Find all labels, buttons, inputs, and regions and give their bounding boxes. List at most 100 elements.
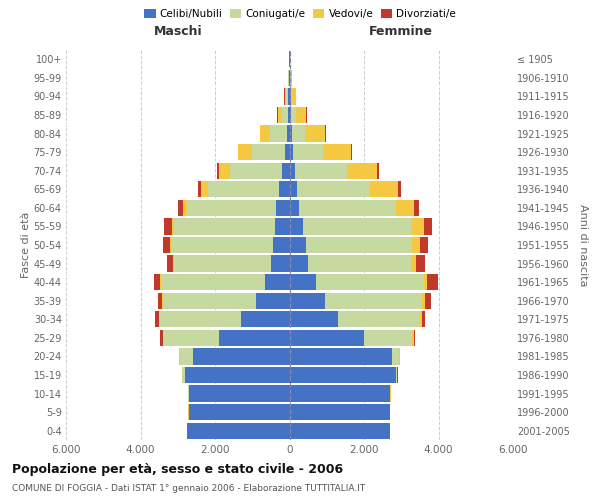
Bar	[292, 107, 296, 123]
Bar	[256, 292, 290, 309]
Bar	[293, 144, 323, 160]
Bar	[410, 218, 424, 234]
Bar	[188, 386, 189, 402]
Bar	[290, 107, 292, 123]
Y-axis label: Anni di nascita: Anni di nascita	[578, 204, 589, 286]
Bar	[174, 256, 271, 272]
Bar	[351, 144, 352, 160]
Bar	[201, 181, 208, 198]
Bar	[260, 126, 270, 142]
Bar	[377, 162, 379, 179]
Bar	[282, 107, 287, 123]
Bar	[290, 200, 299, 216]
Bar	[424, 218, 432, 234]
Bar	[325, 126, 326, 142]
Bar	[288, 70, 289, 86]
Bar	[424, 274, 427, 290]
Bar	[295, 162, 347, 179]
Bar	[398, 181, 401, 198]
Bar	[172, 218, 174, 234]
Bar	[308, 256, 410, 272]
Bar	[163, 237, 170, 253]
Bar	[290, 126, 292, 142]
Bar	[189, 386, 290, 402]
Bar	[279, 181, 290, 198]
Bar	[251, 144, 285, 160]
Bar	[292, 126, 305, 142]
Bar	[241, 311, 290, 328]
Bar	[163, 292, 256, 309]
Bar	[277, 200, 290, 216]
Bar	[275, 218, 290, 234]
Bar	[291, 70, 292, 86]
Bar	[338, 311, 420, 328]
Bar	[410, 256, 416, 272]
Bar	[286, 88, 289, 104]
Bar	[305, 126, 325, 142]
Bar	[425, 292, 431, 309]
Bar	[154, 274, 160, 290]
Bar	[171, 237, 274, 253]
Bar	[422, 292, 425, 309]
Bar	[287, 107, 290, 123]
Bar	[297, 181, 370, 198]
Bar	[427, 274, 438, 290]
Bar	[198, 181, 201, 198]
Bar	[284, 88, 286, 104]
Bar	[299, 200, 395, 216]
Bar	[420, 311, 422, 328]
Bar	[187, 422, 290, 439]
Bar	[182, 367, 185, 383]
Bar	[161, 274, 265, 290]
Bar	[208, 181, 279, 198]
Y-axis label: Fasce di età: Fasce di età	[20, 212, 31, 278]
Bar	[164, 218, 172, 234]
Bar	[178, 200, 184, 216]
Bar	[370, 181, 398, 198]
Bar	[193, 348, 290, 364]
Bar	[160, 330, 163, 346]
Text: Popolazione per età, sesso e stato civile - 2006: Popolazione per età, sesso e stato civil…	[12, 462, 343, 475]
Bar	[185, 367, 290, 383]
Bar	[290, 181, 297, 198]
Bar	[412, 237, 420, 253]
Bar	[187, 200, 277, 216]
Bar	[290, 88, 291, 104]
Bar	[265, 274, 290, 290]
Bar	[290, 404, 390, 420]
Bar	[290, 292, 325, 309]
Bar	[392, 348, 400, 364]
Bar	[347, 162, 377, 179]
Bar	[159, 311, 241, 328]
Bar	[290, 367, 395, 383]
Bar	[416, 256, 425, 272]
Bar	[395, 200, 414, 216]
Bar	[290, 256, 308, 272]
Bar	[316, 274, 424, 290]
Bar	[414, 200, 419, 216]
Bar	[325, 292, 422, 309]
Bar	[282, 162, 290, 179]
Bar	[296, 107, 306, 123]
Text: Femmine: Femmine	[369, 25, 433, 38]
Bar	[219, 330, 290, 346]
Bar	[270, 126, 287, 142]
Bar	[278, 107, 282, 123]
Bar	[158, 292, 163, 309]
Bar	[290, 348, 392, 364]
Bar	[170, 237, 171, 253]
Bar	[422, 311, 425, 328]
Bar	[184, 200, 187, 216]
Text: COMUNE DI FOGGIA - Dati ISTAT 1° gennaio 2006 - Elaborazione TUTTITALIA.IT: COMUNE DI FOGGIA - Dati ISTAT 1° gennaio…	[12, 484, 365, 493]
Bar	[238, 144, 251, 160]
Bar	[230, 162, 282, 179]
Bar	[291, 88, 292, 104]
Bar	[217, 162, 219, 179]
Bar	[179, 348, 193, 364]
Bar	[290, 144, 293, 160]
Bar	[302, 218, 410, 234]
Bar	[290, 237, 305, 253]
Bar	[290, 386, 390, 402]
Bar	[163, 330, 219, 346]
Text: Maschi: Maschi	[154, 25, 202, 38]
